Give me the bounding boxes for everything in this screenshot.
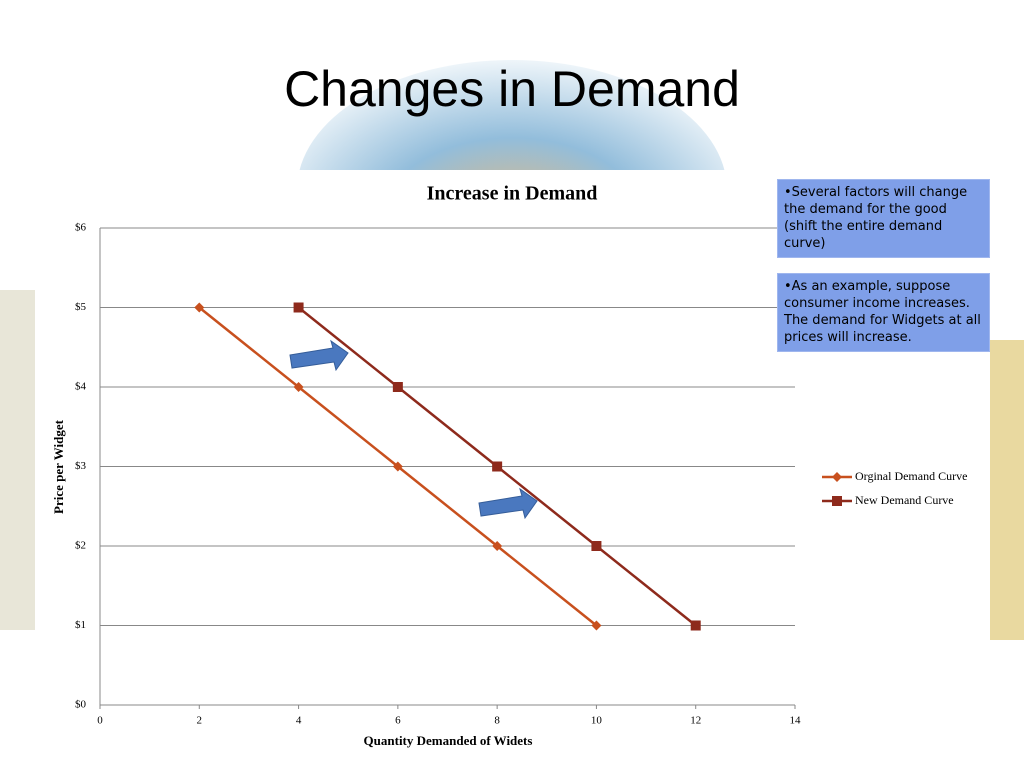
x-tick-label: 6 [395, 715, 401, 727]
y-tick-label: $0 [75, 699, 87, 711]
y-tick-label: $3 [75, 460, 87, 472]
y-tick-label: $2 [75, 540, 86, 552]
shift-arrow [478, 487, 538, 520]
x-tick-label: 4 [296, 715, 302, 727]
marker [392, 382, 403, 392]
note-box: •Several factors will change the demand … [777, 179, 990, 258]
marker [492, 461, 503, 472]
y-tick-label: $4 [75, 381, 87, 393]
x-axis-label: Quantity Demanded of Widets [364, 733, 533, 748]
y-tick-label: $5 [75, 301, 87, 313]
marker [591, 620, 602, 631]
legend-label: New Demand Curve [855, 493, 954, 507]
x-tick-label: 8 [494, 715, 500, 727]
note-box: •As an example, suppose consumer income … [777, 273, 990, 352]
slide-title: Changes in Demand [284, 61, 740, 117]
x-tick-label: 12 [690, 715, 701, 727]
marker [690, 620, 701, 631]
marker [194, 302, 205, 313]
x-tick-label: 0 [97, 715, 103, 727]
marker [293, 382, 304, 392]
marker [492, 541, 503, 551]
marker [832, 472, 842, 482]
legend-label: Orginal Demand Curve [855, 469, 967, 483]
x-tick-label: 10 [591, 715, 603, 727]
y-axis-label: Price per Widget [51, 419, 66, 514]
marker [591, 541, 602, 551]
shift-arrow [289, 339, 349, 372]
chart-title: Increase in Demand [427, 183, 598, 205]
money-background [0, 290, 40, 630]
x-tick-label: 14 [790, 715, 802, 727]
marker [293, 302, 304, 313]
x-tick-label: 2 [197, 715, 203, 727]
y-tick-label: $1 [75, 619, 86, 631]
money-background [985, 340, 1024, 640]
y-tick-label: $6 [75, 222, 87, 234]
marker [392, 461, 403, 472]
chart-area [35, 170, 990, 768]
marker [832, 496, 842, 506]
